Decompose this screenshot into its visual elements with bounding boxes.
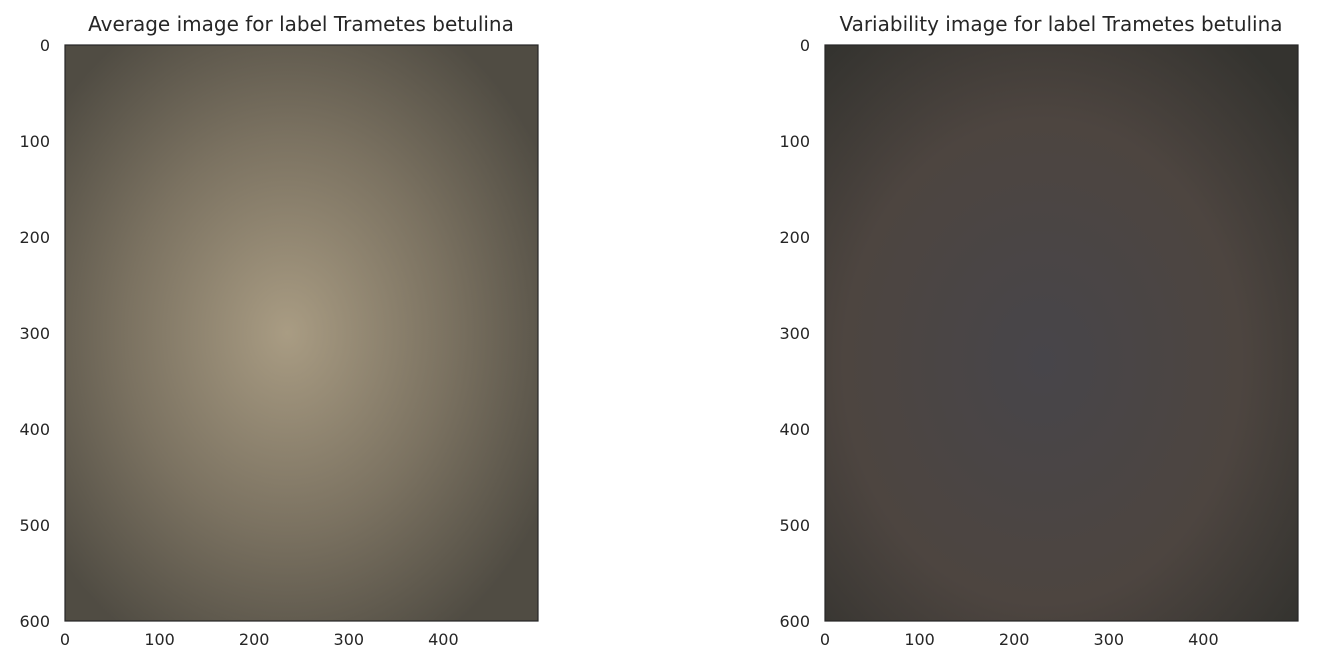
x-tick-label: 300 bbox=[334, 630, 365, 649]
x-tick-label: 0 bbox=[820, 630, 830, 649]
x-tick-label: 100 bbox=[904, 630, 935, 649]
y-tick-label: 300 bbox=[19, 324, 50, 343]
average-image-frame bbox=[64, 44, 539, 622]
x-tick-label: 100 bbox=[144, 630, 175, 649]
y-tick-label: 500 bbox=[19, 516, 50, 535]
x-tick-label: 300 bbox=[1094, 630, 1125, 649]
x-tick-label: 200 bbox=[239, 630, 270, 649]
chart-title: Variability image for label Trametes bet… bbox=[839, 12, 1282, 36]
y-tick-label: 600 bbox=[19, 612, 50, 631]
y-tick-label: 100 bbox=[779, 132, 810, 151]
x-axis-ticks: 0 100 200 300 400 bbox=[820, 630, 1219, 649]
average-image-panel: Average image for label Trametes betulin… bbox=[19, 12, 539, 649]
chart-title: Average image for label Trametes betulin… bbox=[88, 12, 514, 36]
x-tick-label: 400 bbox=[428, 630, 459, 649]
x-tick-label: 200 bbox=[999, 630, 1030, 649]
y-tick-label: 200 bbox=[779, 228, 810, 247]
variability-image-frame bbox=[824, 44, 1299, 622]
y-tick-label: 200 bbox=[19, 228, 50, 247]
x-axis-ticks: 0 100 200 300 400 bbox=[60, 630, 459, 649]
y-tick-label: 400 bbox=[19, 420, 50, 439]
y-tick-label: 0 bbox=[40, 36, 50, 55]
y-tick-label: 0 bbox=[800, 36, 810, 55]
average-image bbox=[65, 45, 538, 621]
y-tick-label: 300 bbox=[779, 324, 810, 343]
y-tick-label: 100 bbox=[19, 132, 50, 151]
y-tick-label: 600 bbox=[779, 612, 810, 631]
x-tick-label: 400 bbox=[1188, 630, 1219, 649]
x-tick-label: 0 bbox=[60, 630, 70, 649]
y-tick-label: 400 bbox=[779, 420, 810, 439]
y-axis-ticks: 0 100 200 300 400 500 600 bbox=[779, 36, 810, 631]
variability-image bbox=[825, 45, 1298, 621]
y-axis-ticks: 0 100 200 300 400 500 600 bbox=[19, 36, 50, 631]
variability-image-panel: Variability image for label Trametes bet… bbox=[779, 12, 1299, 649]
y-tick-label: 500 bbox=[779, 516, 810, 535]
